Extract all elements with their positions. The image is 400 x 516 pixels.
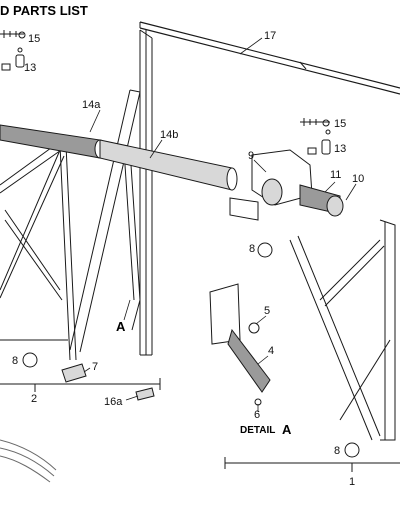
parts-list-header: D PARTS LIST — [0, 3, 88, 18]
callout-17: 17 — [264, 30, 276, 42]
callout-2: 2 — [31, 393, 37, 405]
callout-15-left: 15 — [28, 33, 40, 45]
vertical-rail — [139, 29, 153, 356]
callout-8-mid: 8 — [249, 243, 255, 255]
left-scissor-frame — [0, 139, 77, 361]
callout-11: 11 — [330, 169, 341, 181]
callout-5: 5 — [264, 305, 270, 317]
clip-16a — [135, 387, 155, 401]
detail-caption-word: DETAIL — [240, 425, 275, 436]
detail-A-bracket — [209, 283, 271, 406]
end-cap-assembly — [229, 149, 344, 221]
callout-10: 10 — [352, 173, 364, 185]
end-cap-8-left — [22, 352, 38, 368]
detail-caption-letter: A — [282, 422, 292, 437]
hardware-set-top-right — [300, 118, 331, 155]
callout-13-left: 13 — [24, 62, 36, 74]
group-bracket-2 — [0, 378, 161, 392]
wire-bundle — [0, 439, 57, 483]
callout-16a: 16a — [104, 396, 123, 408]
lift-arm-A — [69, 89, 141, 353]
callout-1: 1 — [349, 476, 355, 488]
end-cap-8-mid — [257, 242, 273, 258]
group-bracket-1 — [224, 457, 400, 472]
right-scissor-frame — [289, 219, 396, 441]
callout-8-right: 8 — [334, 445, 340, 457]
end-cap-8-right — [344, 442, 360, 458]
callout-14b: 14b — [160, 129, 178, 141]
callout-8-left: 8 — [12, 355, 18, 367]
callout-7: 7 — [92, 361, 98, 373]
callout-15-right: 15 — [334, 118, 346, 130]
awning-bar-14b — [99, 139, 238, 191]
callout-9: 9 — [248, 150, 254, 162]
callout-4: 4 — [268, 345, 274, 357]
foot-7 — [61, 363, 87, 383]
callout-14a: 14a — [82, 99, 101, 111]
leader-lines — [83, 37, 357, 412]
callout-13-right: 13 — [334, 143, 346, 155]
hardware-set-top-left — [0, 30, 26, 71]
roller-tube-17 — [139, 21, 400, 95]
awning-bar-14a — [0, 124, 106, 159]
callout-A: A — [116, 319, 126, 334]
callout-6: 6 — [254, 409, 260, 421]
